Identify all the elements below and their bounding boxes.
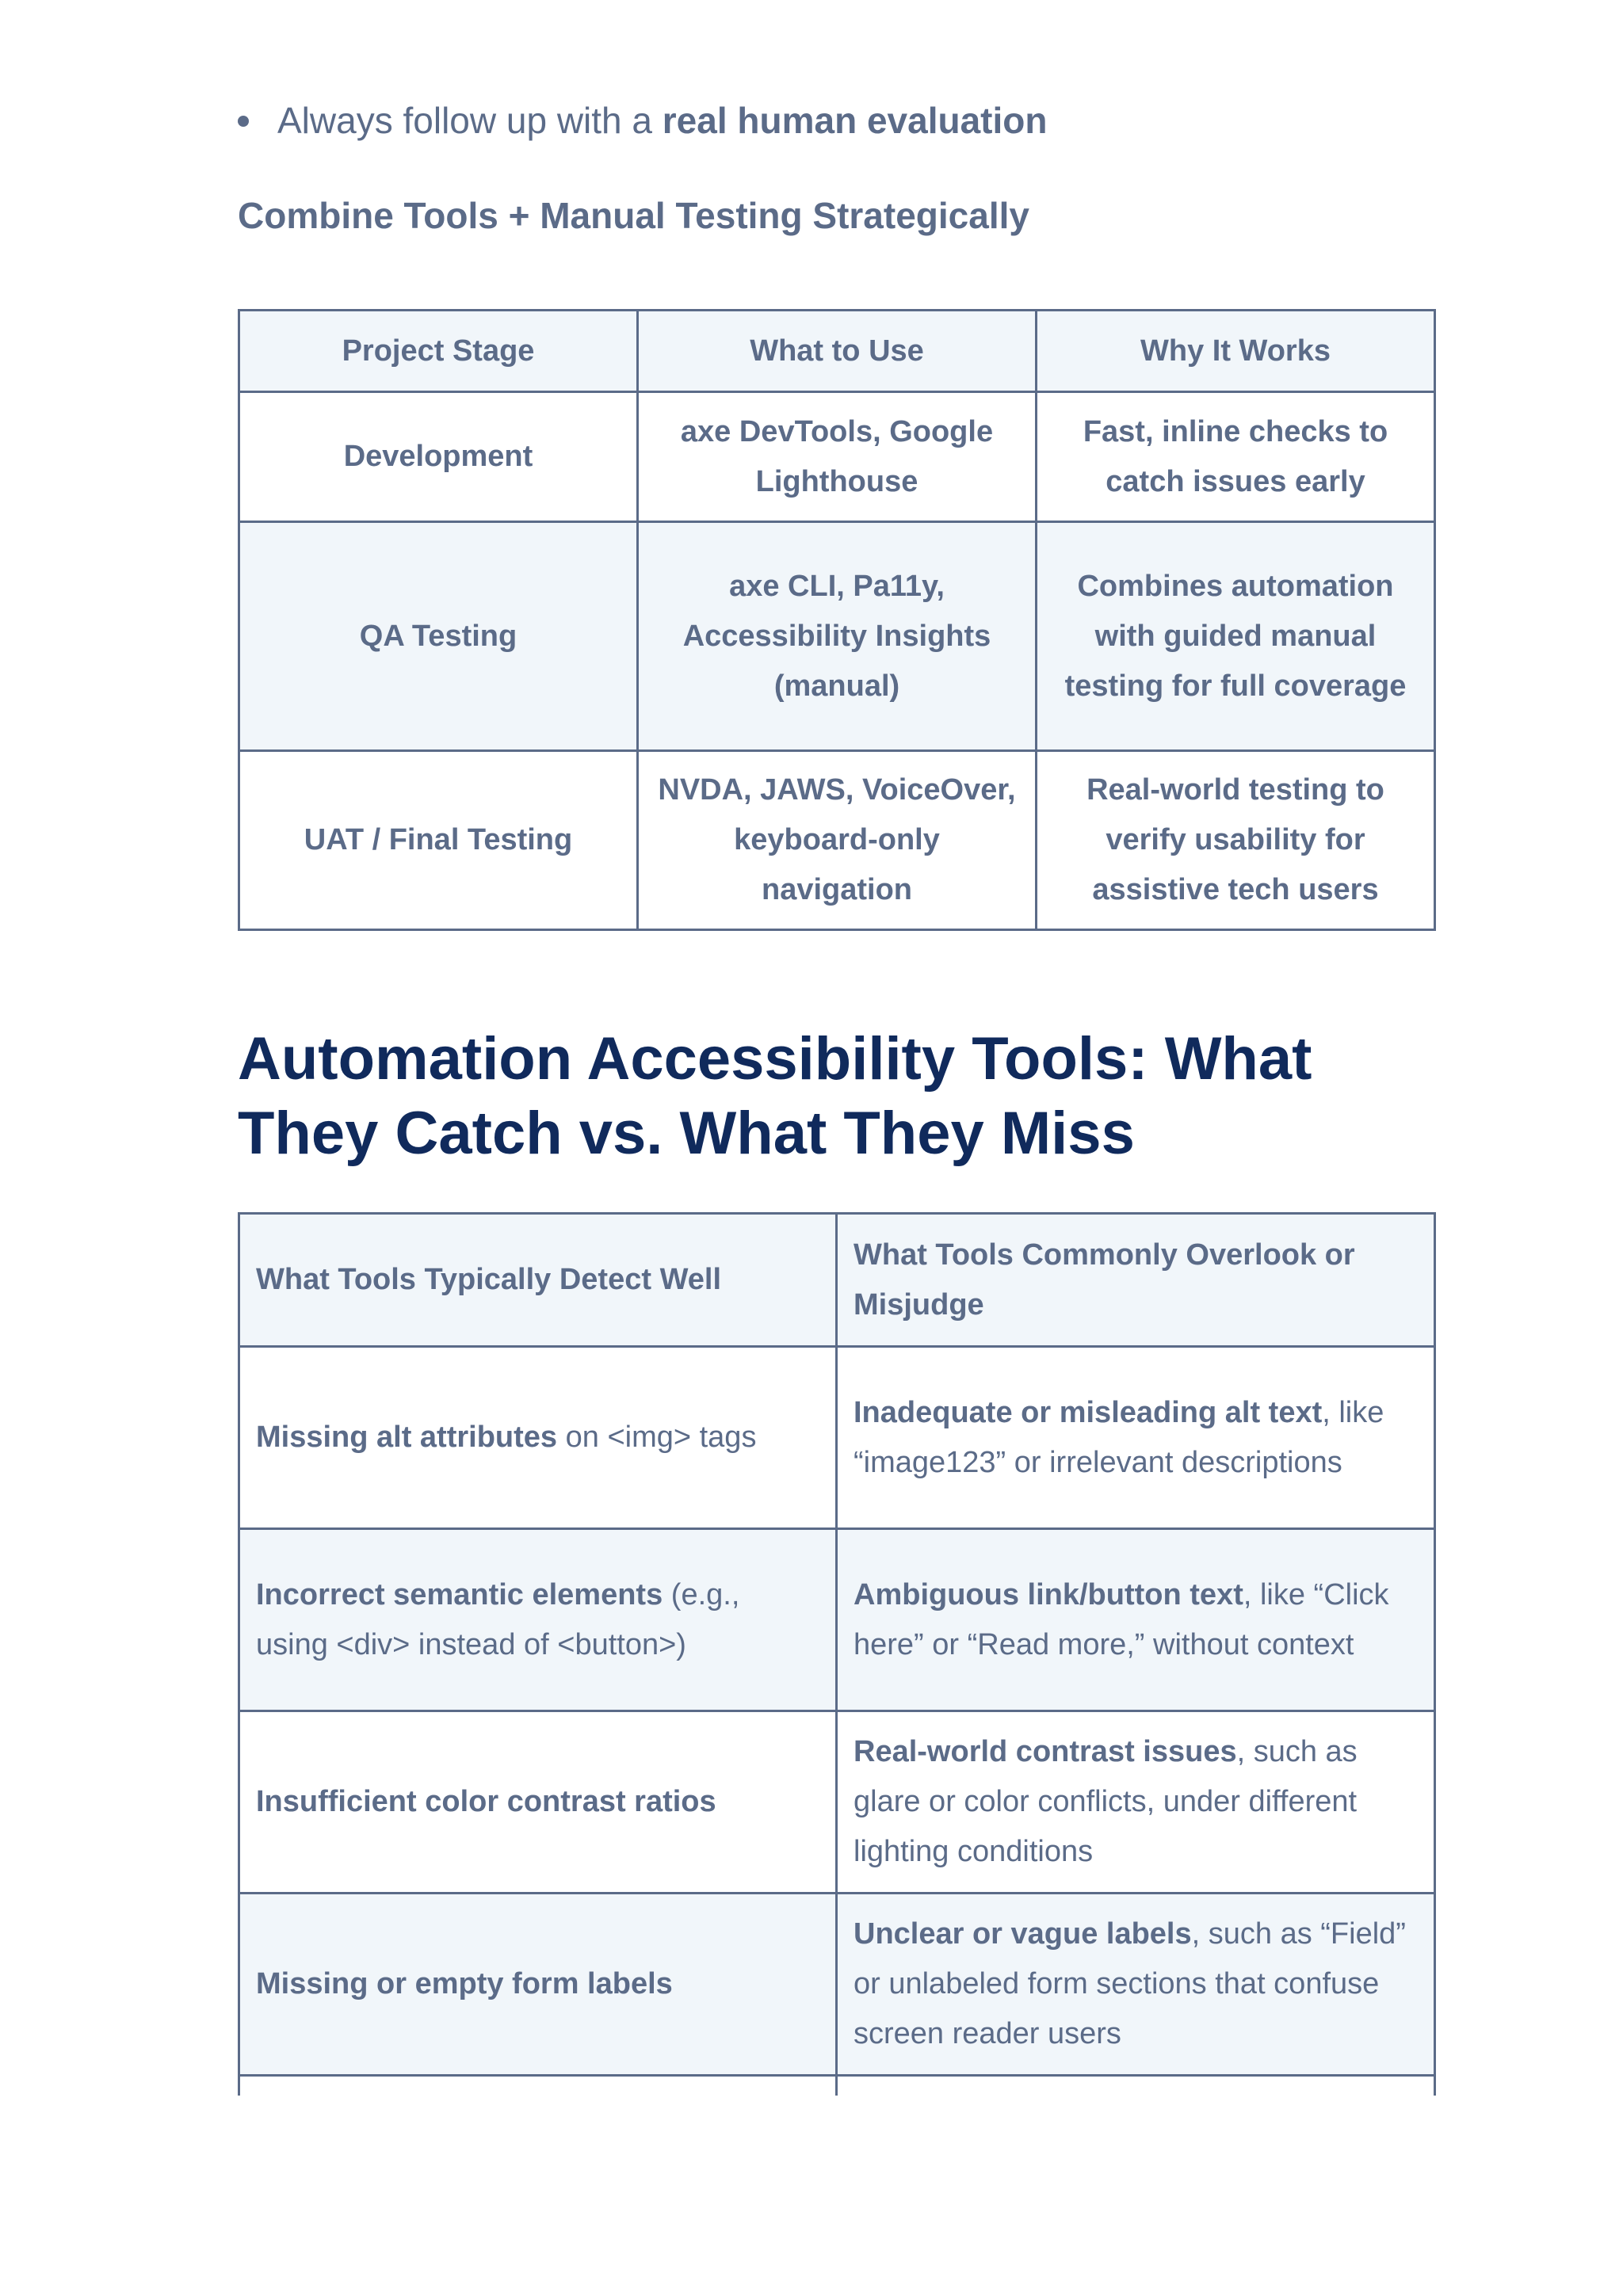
table-row: UAT / Final Testing NVDA, JAWS, VoiceOve… xyxy=(238,749,1436,931)
detect-cell: Missing alt attributes on <img> tags xyxy=(238,1345,838,1530)
table-row: Development axe DevTools, Google Lightho… xyxy=(238,391,1436,523)
bullet-text: Always follow up with a xyxy=(277,100,663,141)
table-cell: axe DevTools, Google Lighthouse xyxy=(636,391,1037,523)
table-row: Missing alt attributes on <img> tags Ina… xyxy=(238,1345,1436,1530)
bullet-item: Always follow up with a real human evalu… xyxy=(238,97,1048,144)
table-row: QA Testing axe CLI, Pa11y, Accessibility… xyxy=(238,521,1436,752)
table-cell: QA Testing xyxy=(238,521,639,752)
stage-table: Project Stage What to Use Why It Works D… xyxy=(238,309,1436,931)
table-cell: Real-world testing to verify usability f… xyxy=(1035,749,1436,931)
compare-table: What Tools Typically Detect Well What To… xyxy=(238,1212,1436,2096)
bullet-dot-icon xyxy=(238,116,249,127)
miss-rest: , such as glare or color conflicts, unde… xyxy=(854,1735,1358,1868)
table-row: Insufficient color contrast ratios Real-… xyxy=(238,1710,1436,1894)
table-row: Incorrect semantic elements (e.g., using… xyxy=(238,1527,1436,1712)
detect-bold: Insufficient color contrast ratios xyxy=(256,1785,716,1818)
compare-table-header-row: What Tools Typically Detect Well What To… xyxy=(238,1212,1436,1348)
table-cell: NVDA, JAWS, VoiceOver, keyboard-only nav… xyxy=(636,749,1037,931)
table-cell: Development xyxy=(238,391,639,523)
detect-bold: Incorrect semantic elements xyxy=(256,1577,663,1611)
miss-bold: Real-world contrast issues xyxy=(854,1735,1237,1768)
subheading: Combine Tools + Manual Testing Strategic… xyxy=(238,195,1029,236)
detect-rest: on <img> tags xyxy=(557,1421,757,1454)
stage-table-header: Project Stage xyxy=(238,309,639,393)
table-cell xyxy=(835,2074,1436,2096)
stage-table-header-row: Project Stage What to Use Why It Works xyxy=(238,309,1436,393)
table-cell: Fast, inline checks to catch issues earl… xyxy=(1035,391,1436,523)
detect-cell: Incorrect semantic elements (e.g., using… xyxy=(238,1527,838,1712)
stage-table-header: What to Use xyxy=(636,309,1037,393)
table-row-cut xyxy=(238,2074,1436,2096)
stage-table-header: Why It Works xyxy=(1035,309,1436,393)
detect-cell: Insufficient color contrast ratios xyxy=(238,1710,838,1894)
miss-bold: Inadequate or misleading alt text xyxy=(854,1395,1323,1429)
section-heading: Automation Accessibility Tools: What The… xyxy=(238,1025,1312,1167)
miss-bold: Unclear or vague labels xyxy=(854,1917,1192,1951)
table-row: Missing or empty form labels Unclear or … xyxy=(238,1892,1436,2077)
detect-bold: Missing or empty form labels xyxy=(256,1967,673,2000)
miss-cell: Real-world contrast issues, such as glar… xyxy=(835,1710,1436,1894)
miss-cell: Inadequate or misleading alt text, like … xyxy=(835,1345,1436,1530)
compare-table-header: What Tools Typically Detect Well xyxy=(238,1212,838,1348)
table-cell xyxy=(238,2074,838,2096)
miss-rest: , like “Click here” or “Read more,” with… xyxy=(854,1577,1389,1661)
miss-bold: Ambiguous link/button text xyxy=(854,1577,1243,1611)
table-cell: axe CLI, Pa11y, Accessibility Insights (… xyxy=(636,521,1037,752)
bullet-emphasis: real human evaluation xyxy=(662,100,1048,141)
table-cell: Combines automation with guided manual t… xyxy=(1035,521,1436,752)
detect-cell: Missing or empty form labels xyxy=(238,1892,838,2077)
detect-rest: (e.g., using <div> instead of <button>) xyxy=(256,1577,740,1661)
compare-table-header: What Tools Commonly Overlook or Misjudge xyxy=(835,1212,1436,1348)
miss-rest: , such as “Field” or unlabeled form sect… xyxy=(854,1917,1406,2050)
miss-cell: Unclear or vague labels, such as “Field”… xyxy=(835,1892,1436,2077)
miss-cell: Ambiguous link/button text, like “Click … xyxy=(835,1527,1436,1712)
miss-rest: , like “image123” or irrelevant descript… xyxy=(854,1395,1384,1479)
detect-bold: Missing alt attributes xyxy=(256,1421,558,1454)
table-cell: UAT / Final Testing xyxy=(238,749,639,931)
